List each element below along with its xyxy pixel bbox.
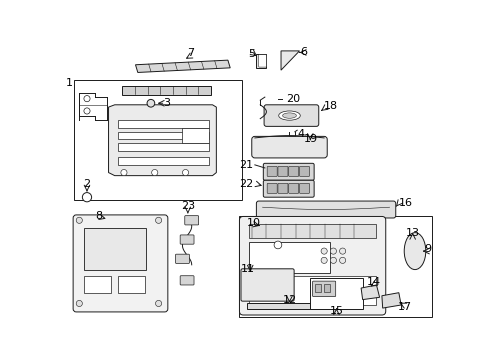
Text: 17: 17 bbox=[397, 302, 411, 311]
Circle shape bbox=[76, 217, 82, 223]
Bar bbox=[118, 276, 144, 293]
FancyBboxPatch shape bbox=[288, 166, 298, 176]
Bar bbox=[118, 132, 208, 139]
FancyBboxPatch shape bbox=[299, 183, 309, 193]
Bar bbox=[118, 143, 208, 151]
FancyBboxPatch shape bbox=[180, 235, 194, 244]
Text: 10: 10 bbox=[246, 217, 261, 228]
Polygon shape bbox=[381, 293, 400, 308]
Circle shape bbox=[321, 257, 326, 264]
FancyBboxPatch shape bbox=[73, 215, 167, 312]
Circle shape bbox=[151, 170, 158, 176]
Circle shape bbox=[339, 248, 345, 254]
Bar bbox=[74, 80, 241, 199]
FancyBboxPatch shape bbox=[256, 201, 395, 218]
Polygon shape bbox=[281, 51, 299, 70]
FancyBboxPatch shape bbox=[251, 136, 326, 158]
Text: 3: 3 bbox=[163, 98, 170, 108]
Circle shape bbox=[329, 257, 336, 264]
Text: 1: 1 bbox=[66, 78, 73, 88]
Bar bbox=[256, 54, 265, 68]
Text: 6: 6 bbox=[300, 48, 307, 58]
Circle shape bbox=[147, 99, 154, 107]
Bar bbox=[122, 86, 210, 95]
FancyBboxPatch shape bbox=[277, 166, 287, 176]
Text: 8: 8 bbox=[96, 211, 102, 221]
Polygon shape bbox=[360, 285, 379, 300]
Bar bbox=[324, 284, 329, 292]
FancyBboxPatch shape bbox=[299, 166, 309, 176]
Polygon shape bbox=[108, 105, 216, 176]
Circle shape bbox=[182, 170, 188, 176]
Polygon shape bbox=[135, 60, 230, 72]
Bar bbox=[248, 242, 329, 273]
Text: 18: 18 bbox=[324, 101, 338, 111]
Circle shape bbox=[76, 300, 82, 306]
Bar bbox=[246, 303, 346, 309]
Ellipse shape bbox=[278, 111, 300, 120]
Circle shape bbox=[84, 108, 90, 114]
Text: 21: 21 bbox=[239, 160, 253, 170]
FancyBboxPatch shape bbox=[266, 166, 277, 176]
Circle shape bbox=[155, 300, 162, 306]
Text: 20: 20 bbox=[285, 94, 299, 104]
Circle shape bbox=[155, 217, 162, 223]
Text: 16: 16 bbox=[398, 198, 412, 208]
FancyBboxPatch shape bbox=[258, 55, 266, 67]
FancyBboxPatch shape bbox=[264, 105, 318, 126]
Bar bbox=[118, 157, 208, 165]
Bar bbox=[182, 128, 208, 143]
Bar bbox=[248, 276, 375, 305]
FancyBboxPatch shape bbox=[175, 254, 189, 264]
Circle shape bbox=[329, 248, 336, 254]
FancyBboxPatch shape bbox=[184, 216, 198, 225]
Text: 2: 2 bbox=[83, 179, 90, 189]
FancyBboxPatch shape bbox=[312, 281, 335, 297]
FancyBboxPatch shape bbox=[263, 180, 313, 197]
Circle shape bbox=[339, 257, 345, 264]
Text: 23: 23 bbox=[181, 202, 195, 211]
Circle shape bbox=[84, 95, 90, 102]
Text: 15: 15 bbox=[329, 306, 343, 316]
Text: 19: 19 bbox=[304, 134, 318, 144]
Text: 13: 13 bbox=[405, 228, 419, 238]
Text: 9: 9 bbox=[424, 244, 431, 254]
FancyBboxPatch shape bbox=[239, 216, 385, 315]
Ellipse shape bbox=[404, 233, 425, 270]
Circle shape bbox=[121, 170, 127, 176]
Bar bbox=[248, 224, 375, 238]
Bar bbox=[84, 228, 145, 270]
Circle shape bbox=[274, 241, 281, 249]
FancyBboxPatch shape bbox=[263, 163, 313, 180]
Text: 22: 22 bbox=[239, 179, 253, 189]
FancyBboxPatch shape bbox=[180, 276, 194, 285]
FancyBboxPatch shape bbox=[266, 183, 277, 193]
Bar bbox=[314, 284, 321, 292]
Circle shape bbox=[321, 248, 326, 254]
Text: 11: 11 bbox=[241, 264, 254, 274]
Bar bbox=[84, 276, 111, 293]
Text: 4: 4 bbox=[297, 129, 304, 139]
Text: 7: 7 bbox=[186, 48, 193, 58]
Circle shape bbox=[82, 193, 91, 202]
Text: 5: 5 bbox=[248, 49, 255, 59]
FancyBboxPatch shape bbox=[241, 269, 293, 301]
Text: 14: 14 bbox=[366, 277, 381, 287]
Bar bbox=[239, 216, 431, 316]
FancyBboxPatch shape bbox=[277, 183, 287, 193]
Bar bbox=[118, 120, 208, 128]
FancyBboxPatch shape bbox=[288, 183, 298, 193]
Ellipse shape bbox=[282, 113, 296, 118]
Text: 12: 12 bbox=[282, 294, 296, 305]
Bar bbox=[310, 278, 362, 309]
